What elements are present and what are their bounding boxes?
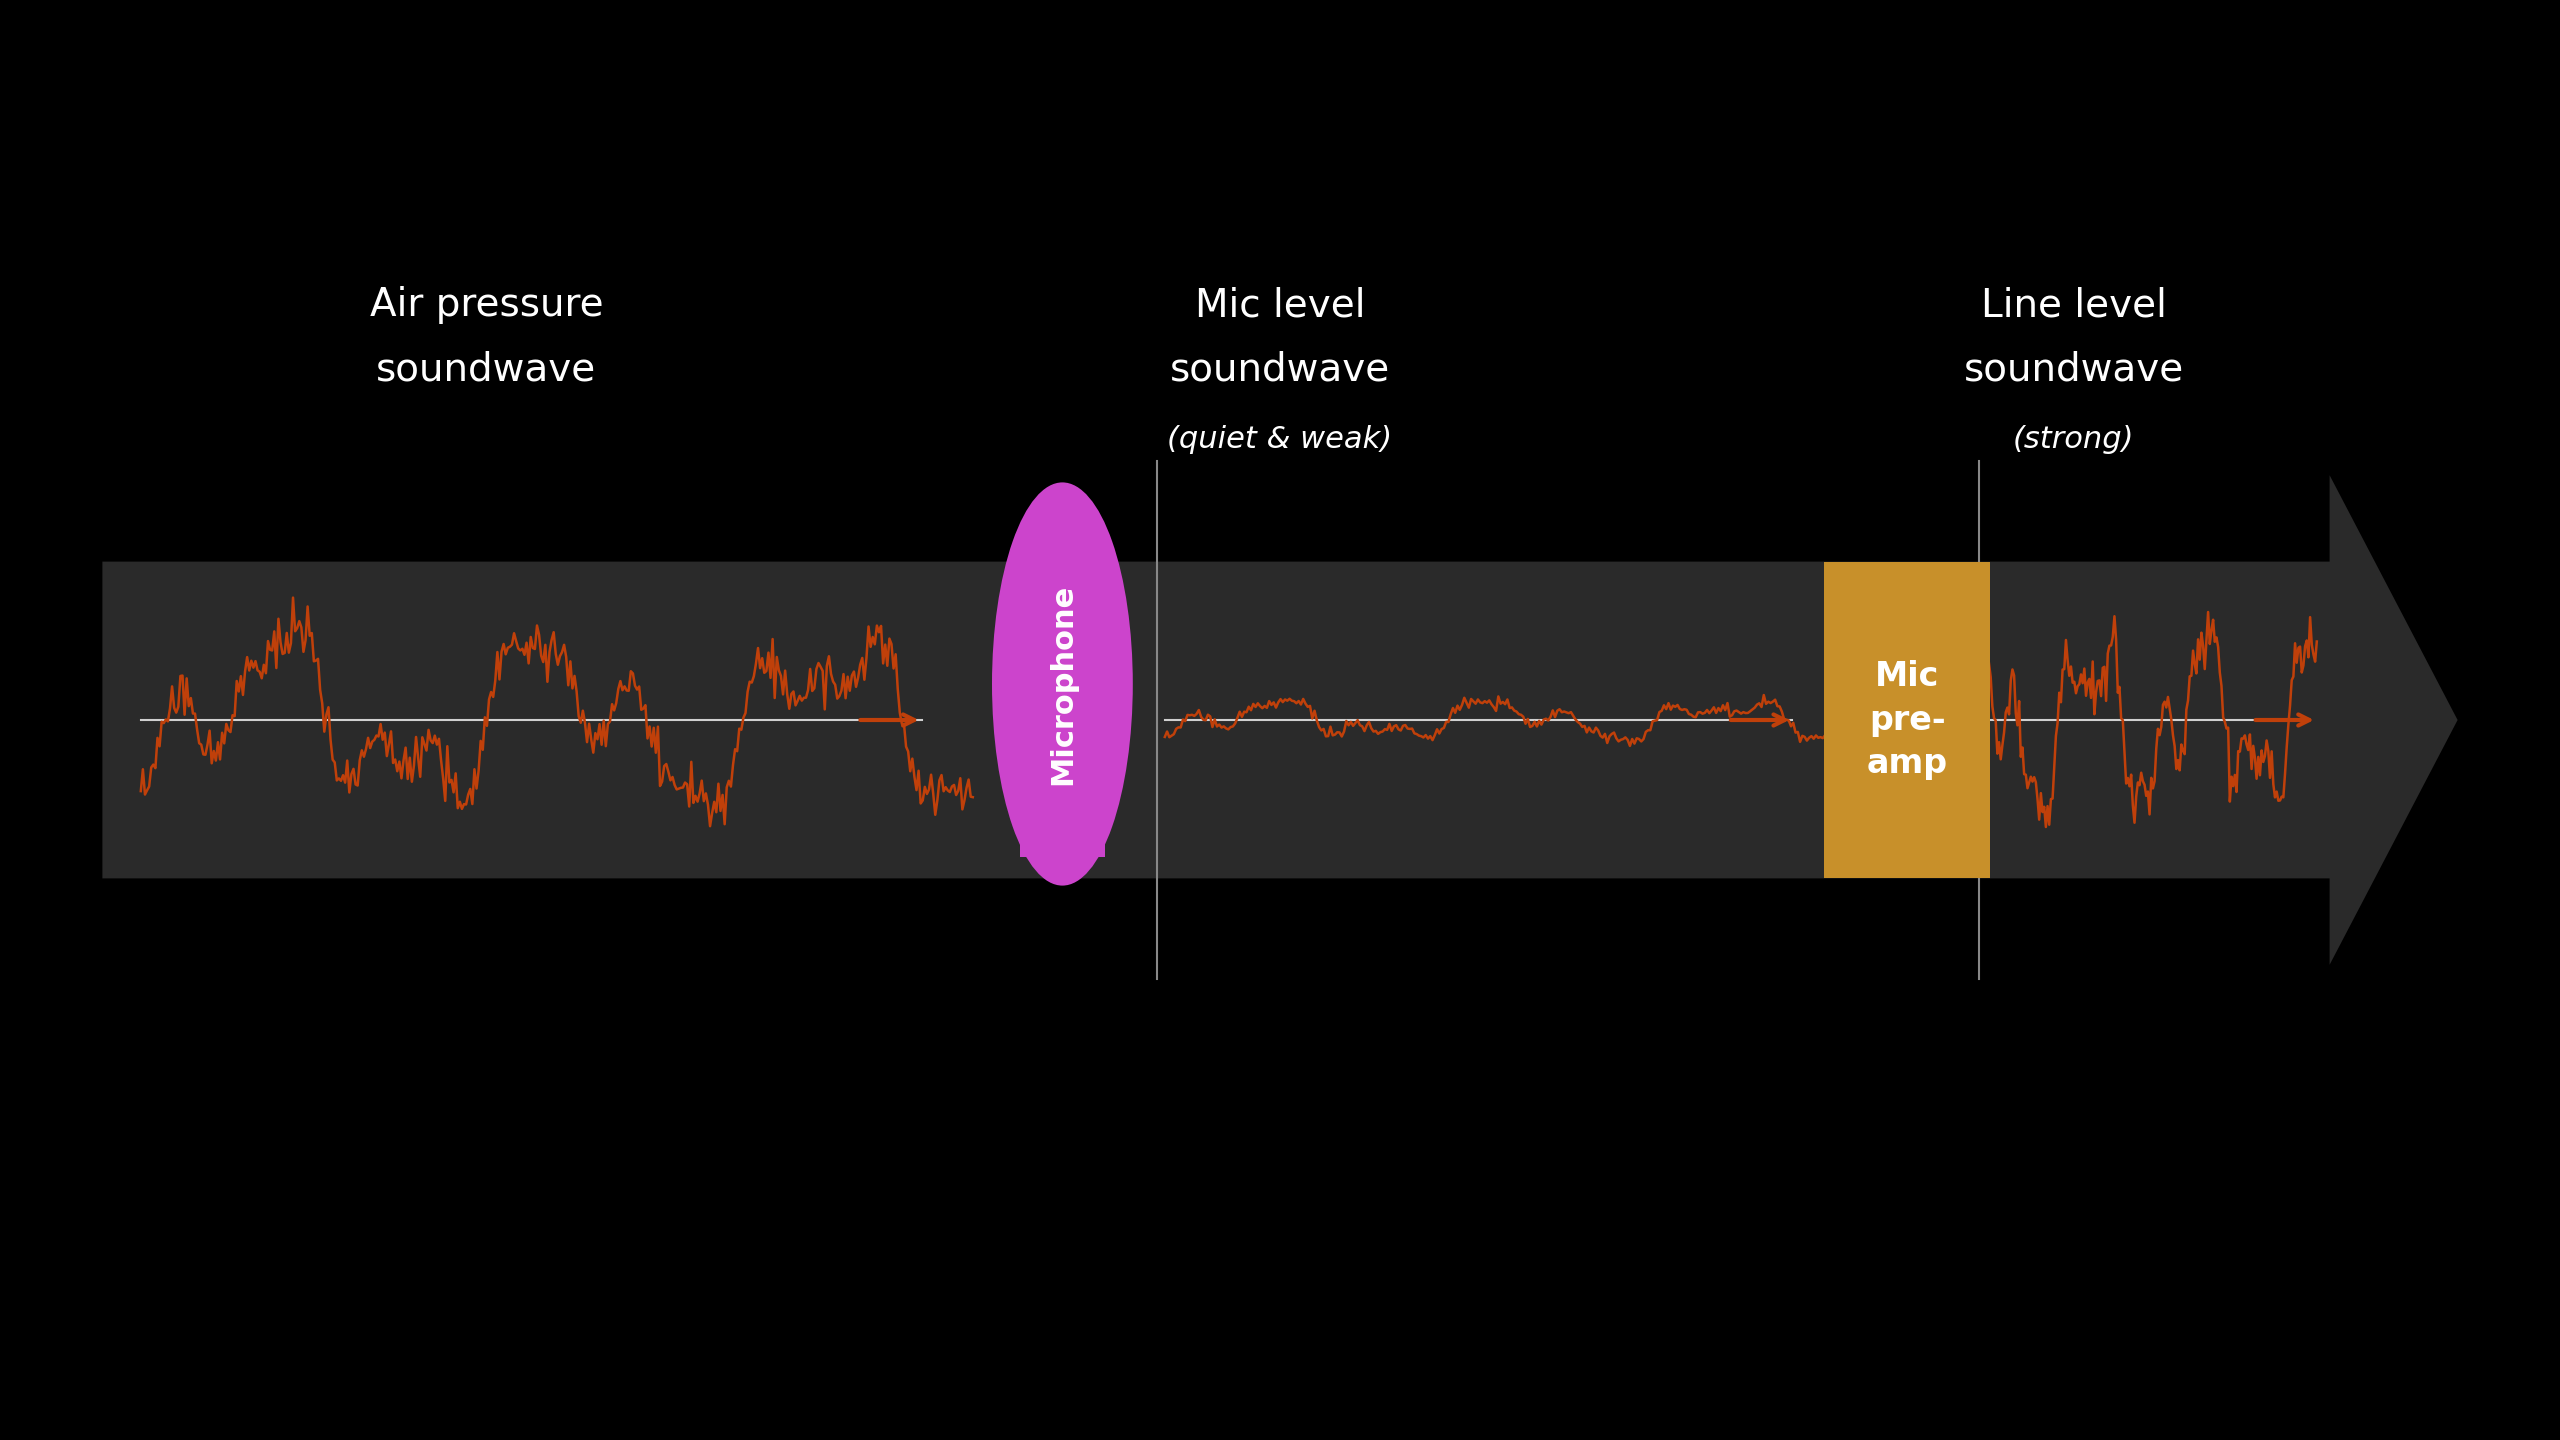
Text: soundwave: soundwave [1170,351,1390,389]
Text: (quiet & weak): (quiet & weak) [1167,425,1393,454]
Ellipse shape [991,482,1132,886]
Text: Mic level: Mic level [1196,287,1364,324]
Text: Air pressure: Air pressure [369,287,604,324]
Bar [1823,562,1992,878]
Bar [1019,770,1106,857]
Text: Microphone: Microphone [1047,583,1078,785]
Text: soundwave: soundwave [1964,351,2184,389]
Text: Line level: Line level [1981,287,2166,324]
Text: Mic
pre-
amp: Mic pre- amp [1866,660,1948,780]
Text: soundwave: soundwave [376,351,596,389]
Text: (strong): (strong) [2012,425,2135,454]
Polygon shape [102,475,2458,965]
